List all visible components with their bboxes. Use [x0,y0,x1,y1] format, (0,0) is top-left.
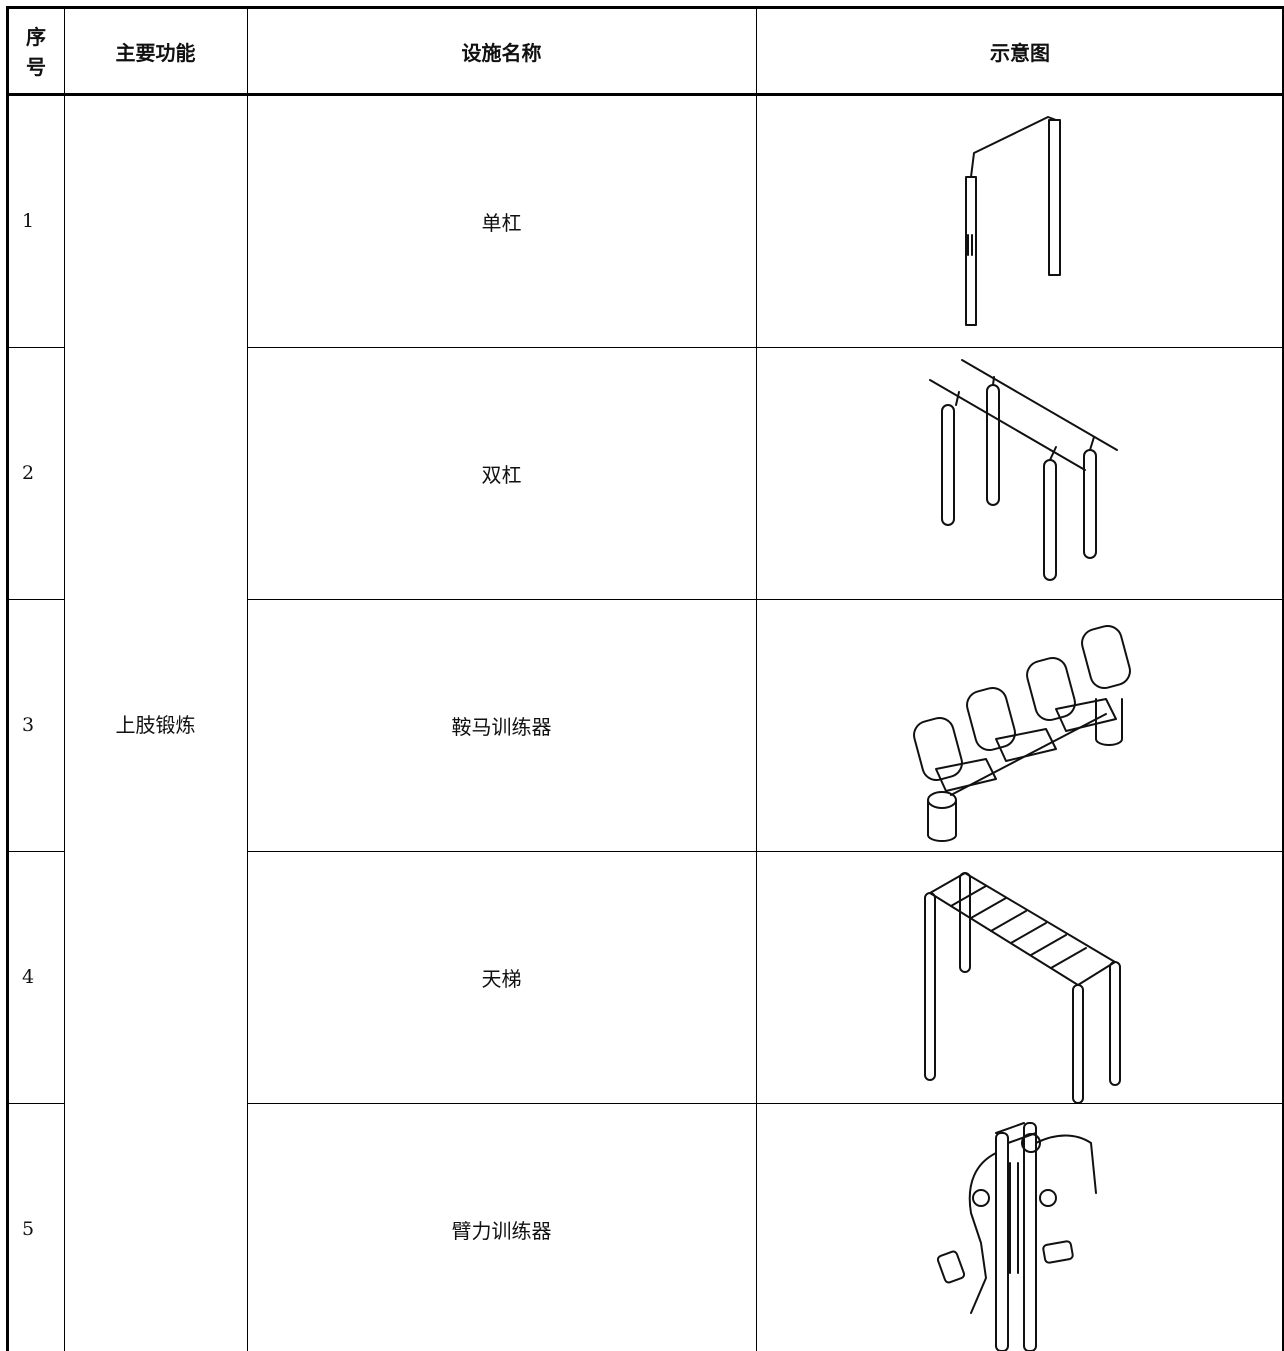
illustration [936,1122,1097,1351]
table-border [6,6,9,1351]
name-cell: 天梯 [481,966,522,991]
function-cell: 上肢锻炼 [115,712,196,737]
grid-line [247,8,248,1351]
table-border [8,93,1284,96]
grid-line [8,851,64,852]
grid-line [247,599,1284,600]
illustration [929,359,1118,581]
table-border [8,6,1284,9]
seq-cell: 5 [22,1218,35,1240]
grid-line [8,599,64,600]
seq-cell: 1 [22,210,35,232]
illustration [965,116,1061,326]
grid-line [247,1103,1284,1104]
illustration [913,624,1131,842]
name-cell: 单杠 [481,210,522,235]
name-cell: 双杠 [481,462,522,487]
seq-cell: 4 [22,966,35,988]
name-cell: 臂力训练器 [451,1218,552,1243]
header-cell: 示意图 [990,41,1050,65]
grid-line [247,347,1284,348]
header-cell: 设施名称 [461,41,542,65]
name-cell: 鞍马训练器 [451,714,552,739]
header-cell: 主要功能 [115,41,196,65]
grid-line [64,8,65,1351]
grid-line [8,1103,64,1104]
table-border [1282,8,1284,1351]
grid-line [247,851,1284,852]
illustration [924,872,1121,1103]
grid-line [8,347,64,348]
seq-cell: 3 [22,714,35,736]
header-cell: 序号 [26,24,46,79]
grid-line [756,8,757,1351]
seq-cell: 2 [22,462,35,484]
